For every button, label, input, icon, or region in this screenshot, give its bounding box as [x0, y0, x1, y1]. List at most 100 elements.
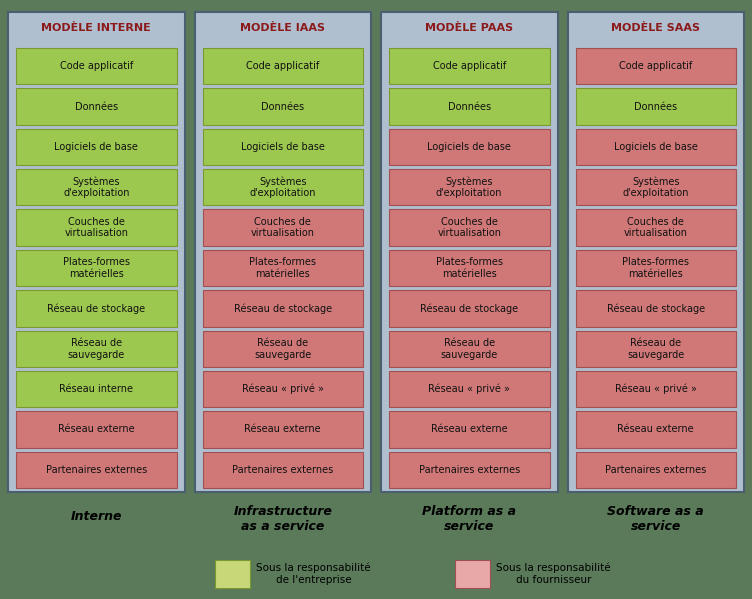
Text: Code applicatif: Code applicatif — [246, 61, 320, 71]
Bar — [389, 371, 550, 407]
Text: Code applicatif: Code applicatif — [619, 61, 693, 71]
Bar — [575, 371, 736, 407]
Text: Systèmes
d'exploitation: Systèmes d'exploitation — [250, 176, 316, 198]
Text: MODÈLE PAAS: MODÈLE PAAS — [425, 23, 514, 33]
Bar — [568, 12, 744, 492]
Bar — [202, 452, 363, 488]
Text: Partenaires externes: Partenaires externes — [605, 465, 706, 475]
Bar — [389, 290, 550, 326]
Bar — [575, 89, 736, 125]
Bar — [389, 250, 550, 286]
Text: Software as a
service: Software as a service — [608, 505, 704, 533]
Bar — [202, 129, 363, 165]
Text: Réseau interne: Réseau interne — [59, 384, 133, 394]
Bar — [16, 290, 177, 326]
Bar — [202, 210, 363, 246]
Text: Plates-formes
matérielles: Plates-formes matérielles — [62, 257, 130, 279]
Bar — [16, 331, 177, 367]
Text: Couches de
virtualisation: Couches de virtualisation — [437, 217, 502, 238]
Bar — [202, 250, 363, 286]
Bar — [215, 560, 250, 588]
Bar — [202, 371, 363, 407]
Bar — [16, 452, 177, 488]
Text: Réseau de stockage: Réseau de stockage — [47, 303, 145, 314]
Bar — [202, 169, 363, 205]
Text: Logiciels de base: Logiciels de base — [427, 142, 511, 152]
Text: Réseau de stockage: Réseau de stockage — [420, 303, 518, 314]
Bar — [202, 89, 363, 125]
Bar — [455, 560, 490, 588]
Text: Réseau de
sauvegarde: Réseau de sauvegarde — [441, 338, 498, 359]
Bar — [575, 331, 736, 367]
Bar — [389, 210, 550, 246]
Text: Partenaires externes: Partenaires externes — [419, 465, 520, 475]
Bar — [202, 48, 363, 84]
Bar — [575, 412, 736, 447]
Bar — [389, 412, 550, 447]
Text: Données: Données — [74, 102, 118, 111]
Text: Réseau de
sauvegarde: Réseau de sauvegarde — [627, 338, 684, 359]
Text: Logiciels de base: Logiciels de base — [54, 142, 138, 152]
Text: Données: Données — [634, 102, 678, 111]
Text: Infrastructure
as a service: Infrastructure as a service — [233, 505, 332, 533]
Bar — [8, 12, 184, 492]
Bar — [389, 48, 550, 84]
Bar — [575, 290, 736, 326]
Text: Logiciels de base: Logiciels de base — [241, 142, 325, 152]
Text: Couches de
virtualisation: Couches de virtualisation — [623, 217, 688, 238]
Bar — [575, 210, 736, 246]
Bar — [202, 412, 363, 447]
Text: Couches de
virtualisation: Couches de virtualisation — [64, 217, 129, 238]
Bar — [16, 48, 177, 84]
Text: Données: Données — [447, 102, 491, 111]
Text: Systèmes
d'exploitation: Systèmes d'exploitation — [63, 176, 129, 198]
Text: Réseau de
sauvegarde: Réseau de sauvegarde — [254, 338, 311, 359]
Bar — [202, 290, 363, 326]
Text: Platform as a
service: Platform as a service — [423, 505, 517, 533]
Text: Réseau « privé »: Réseau « privé » — [242, 384, 323, 394]
Bar — [389, 452, 550, 488]
Bar — [381, 12, 557, 492]
Bar — [16, 210, 177, 246]
Text: Sous la responsabilité
du fournisseur: Sous la responsabilité du fournisseur — [496, 563, 611, 585]
Bar — [389, 89, 550, 125]
Text: Réseau de stockage: Réseau de stockage — [234, 303, 332, 314]
Bar — [575, 452, 736, 488]
Bar — [389, 129, 550, 165]
Bar — [389, 169, 550, 205]
Text: MODÈLE SAAS: MODÈLE SAAS — [611, 23, 700, 33]
Bar — [195, 12, 371, 492]
Text: Sous la responsabilité
de l'entreprise: Sous la responsabilité de l'entreprise — [256, 563, 371, 585]
Text: Données: Données — [261, 102, 305, 111]
Text: Réseau « privé »: Réseau « privé » — [429, 384, 510, 394]
Text: Réseau de stockage: Réseau de stockage — [607, 303, 705, 314]
Text: MODÈLE INTERNE: MODÈLE INTERNE — [41, 23, 151, 33]
Text: Partenaires externes: Partenaires externes — [232, 465, 333, 475]
Bar — [16, 129, 177, 165]
Bar — [575, 169, 736, 205]
Text: Logiciels de base: Logiciels de base — [614, 142, 698, 152]
Bar — [575, 48, 736, 84]
Bar — [575, 129, 736, 165]
Text: Code applicatif: Code applicatif — [59, 61, 133, 71]
Bar — [389, 331, 550, 367]
Text: Systèmes
d'exploitation: Systèmes d'exploitation — [623, 176, 689, 198]
Text: Plates-formes
matérielles: Plates-formes matérielles — [622, 257, 690, 279]
Text: Réseau externe: Réseau externe — [58, 425, 135, 434]
Text: Réseau « privé »: Réseau « privé » — [615, 384, 696, 394]
Text: Code applicatif: Code applicatif — [432, 61, 506, 71]
Bar — [16, 89, 177, 125]
Text: Couches de
virtualisation: Couches de virtualisation — [250, 217, 315, 238]
Bar — [16, 169, 177, 205]
Text: Réseau externe: Réseau externe — [617, 425, 694, 434]
Bar — [202, 331, 363, 367]
Bar — [16, 371, 177, 407]
Bar — [16, 412, 177, 447]
Text: MODÈLE IAAS: MODÈLE IAAS — [240, 23, 326, 33]
Text: Réseau externe: Réseau externe — [431, 425, 508, 434]
Text: Plates-formes
matérielles: Plates-formes matérielles — [249, 257, 317, 279]
Text: Réseau de
sauvegarde: Réseau de sauvegarde — [68, 338, 125, 359]
Bar — [575, 250, 736, 286]
Text: Partenaires externes: Partenaires externes — [46, 465, 147, 475]
Text: Plates-formes
matérielles: Plates-formes matérielles — [435, 257, 503, 279]
